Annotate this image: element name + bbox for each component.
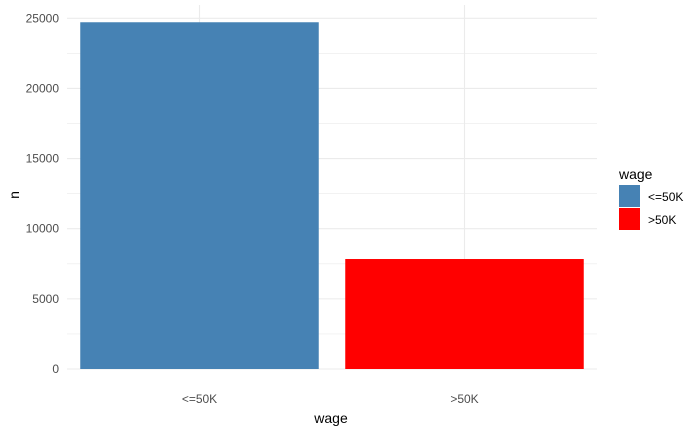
y-tick-label: 5000 — [32, 292, 59, 306]
y-axis-title: n — [6, 191, 22, 199]
legend-items: <=50K >50K — [619, 185, 683, 230]
y-axis-ticks: 0 5000 10000 15000 20000 25000 — [26, 11, 60, 376]
legend-label-2: >50K — [648, 213, 676, 227]
legend: wage <=50K >50K — [618, 166, 683, 230]
x-tick-label: <=50K — [182, 392, 217, 406]
y-tick-label: 15000 — [26, 152, 60, 166]
y-tick-label: 10000 — [26, 222, 60, 236]
x-tick-label: >50K — [450, 392, 478, 406]
y-tick-label: 0 — [52, 362, 59, 376]
bars — [80, 22, 584, 370]
legend-label-1: <=50K — [648, 190, 683, 204]
y-tick-label: 25000 — [26, 11, 60, 25]
x-axis-ticks: <=50K >50K — [182, 392, 479, 406]
bar-2 — [345, 259, 584, 369]
x-axis-title: wage — [313, 410, 348, 426]
legend-title: wage — [618, 166, 653, 182]
legend-key-2 — [619, 208, 640, 230]
bar-1 — [80, 22, 319, 370]
legend-key-1 — [619, 185, 640, 207]
y-tick-label: 20000 — [26, 81, 60, 95]
